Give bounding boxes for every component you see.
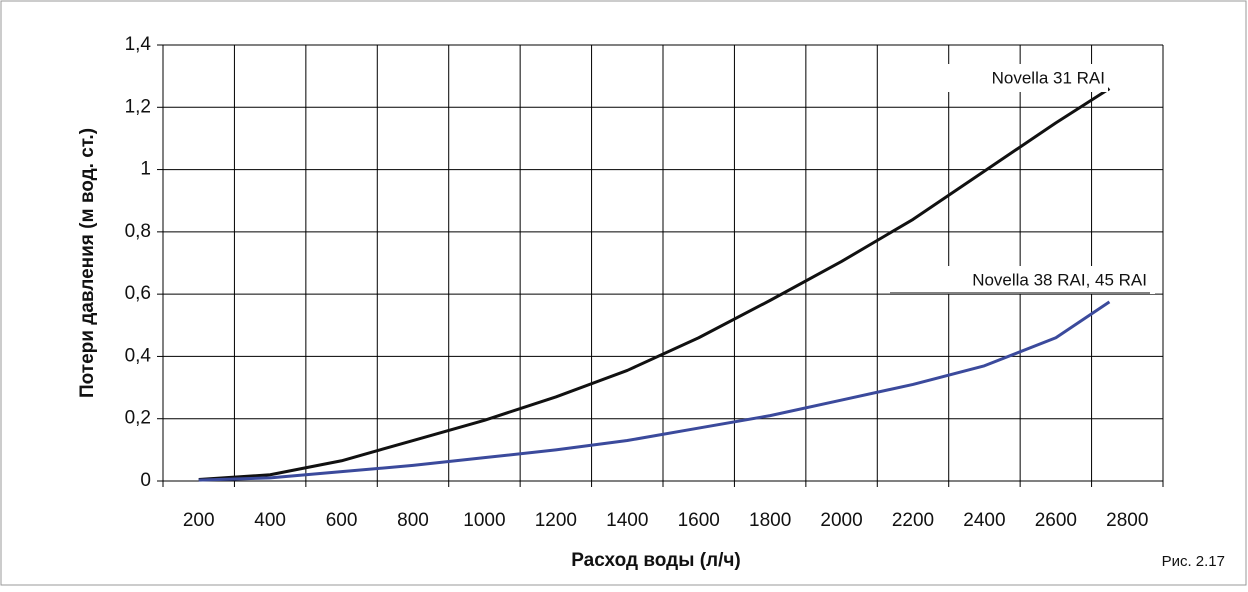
y-tick-label: 0 <box>140 470 151 491</box>
y-tick-label: 1 <box>140 159 151 180</box>
y-tick-label: 0,4 <box>125 345 152 366</box>
y-tick-label: 1,2 <box>125 96 151 117</box>
x-tick-label: 200 <box>183 510 215 531</box>
y-tick-label: 0,8 <box>125 221 151 242</box>
series-label: Novella 31 RAI <box>992 68 1105 87</box>
series-label: Novella 38 RAI, 45 RAI <box>972 270 1147 289</box>
x-tick-label: 2600 <box>1035 510 1077 531</box>
y-tick-label: 0,2 <box>125 408 151 429</box>
x-tick-label: 1600 <box>678 510 720 531</box>
x-tick-label: 600 <box>326 510 358 531</box>
x-tick-label: 2200 <box>892 510 934 531</box>
y-tick-label: 1,4 <box>125 34 152 55</box>
x-tick-label: 400 <box>254 510 286 531</box>
x-axis-title: Расход воды (л/ч) <box>571 550 740 571</box>
y-axis-title: Потери давления (м вод. ст.) <box>77 128 98 398</box>
series-line <box>198 300 1111 482</box>
caption: Рис. 2.17 <box>1162 553 1225 570</box>
label-bg <box>890 266 1155 294</box>
x-tick-label: 1200 <box>535 510 577 531</box>
x-tick-label: 2800 <box>1106 510 1148 531</box>
x-tick-label: 1800 <box>749 510 791 531</box>
x-tick-label: 1000 <box>463 510 505 531</box>
label-bg <box>930 64 1108 92</box>
x-tick-label: 1400 <box>606 510 648 531</box>
series-line <box>198 87 1111 481</box>
x-tick-label: 2000 <box>820 510 862 531</box>
x-tick-label: 2400 <box>963 510 1005 531</box>
y-tick-label: 0,6 <box>125 283 151 304</box>
x-tick-label: 800 <box>397 510 429 531</box>
